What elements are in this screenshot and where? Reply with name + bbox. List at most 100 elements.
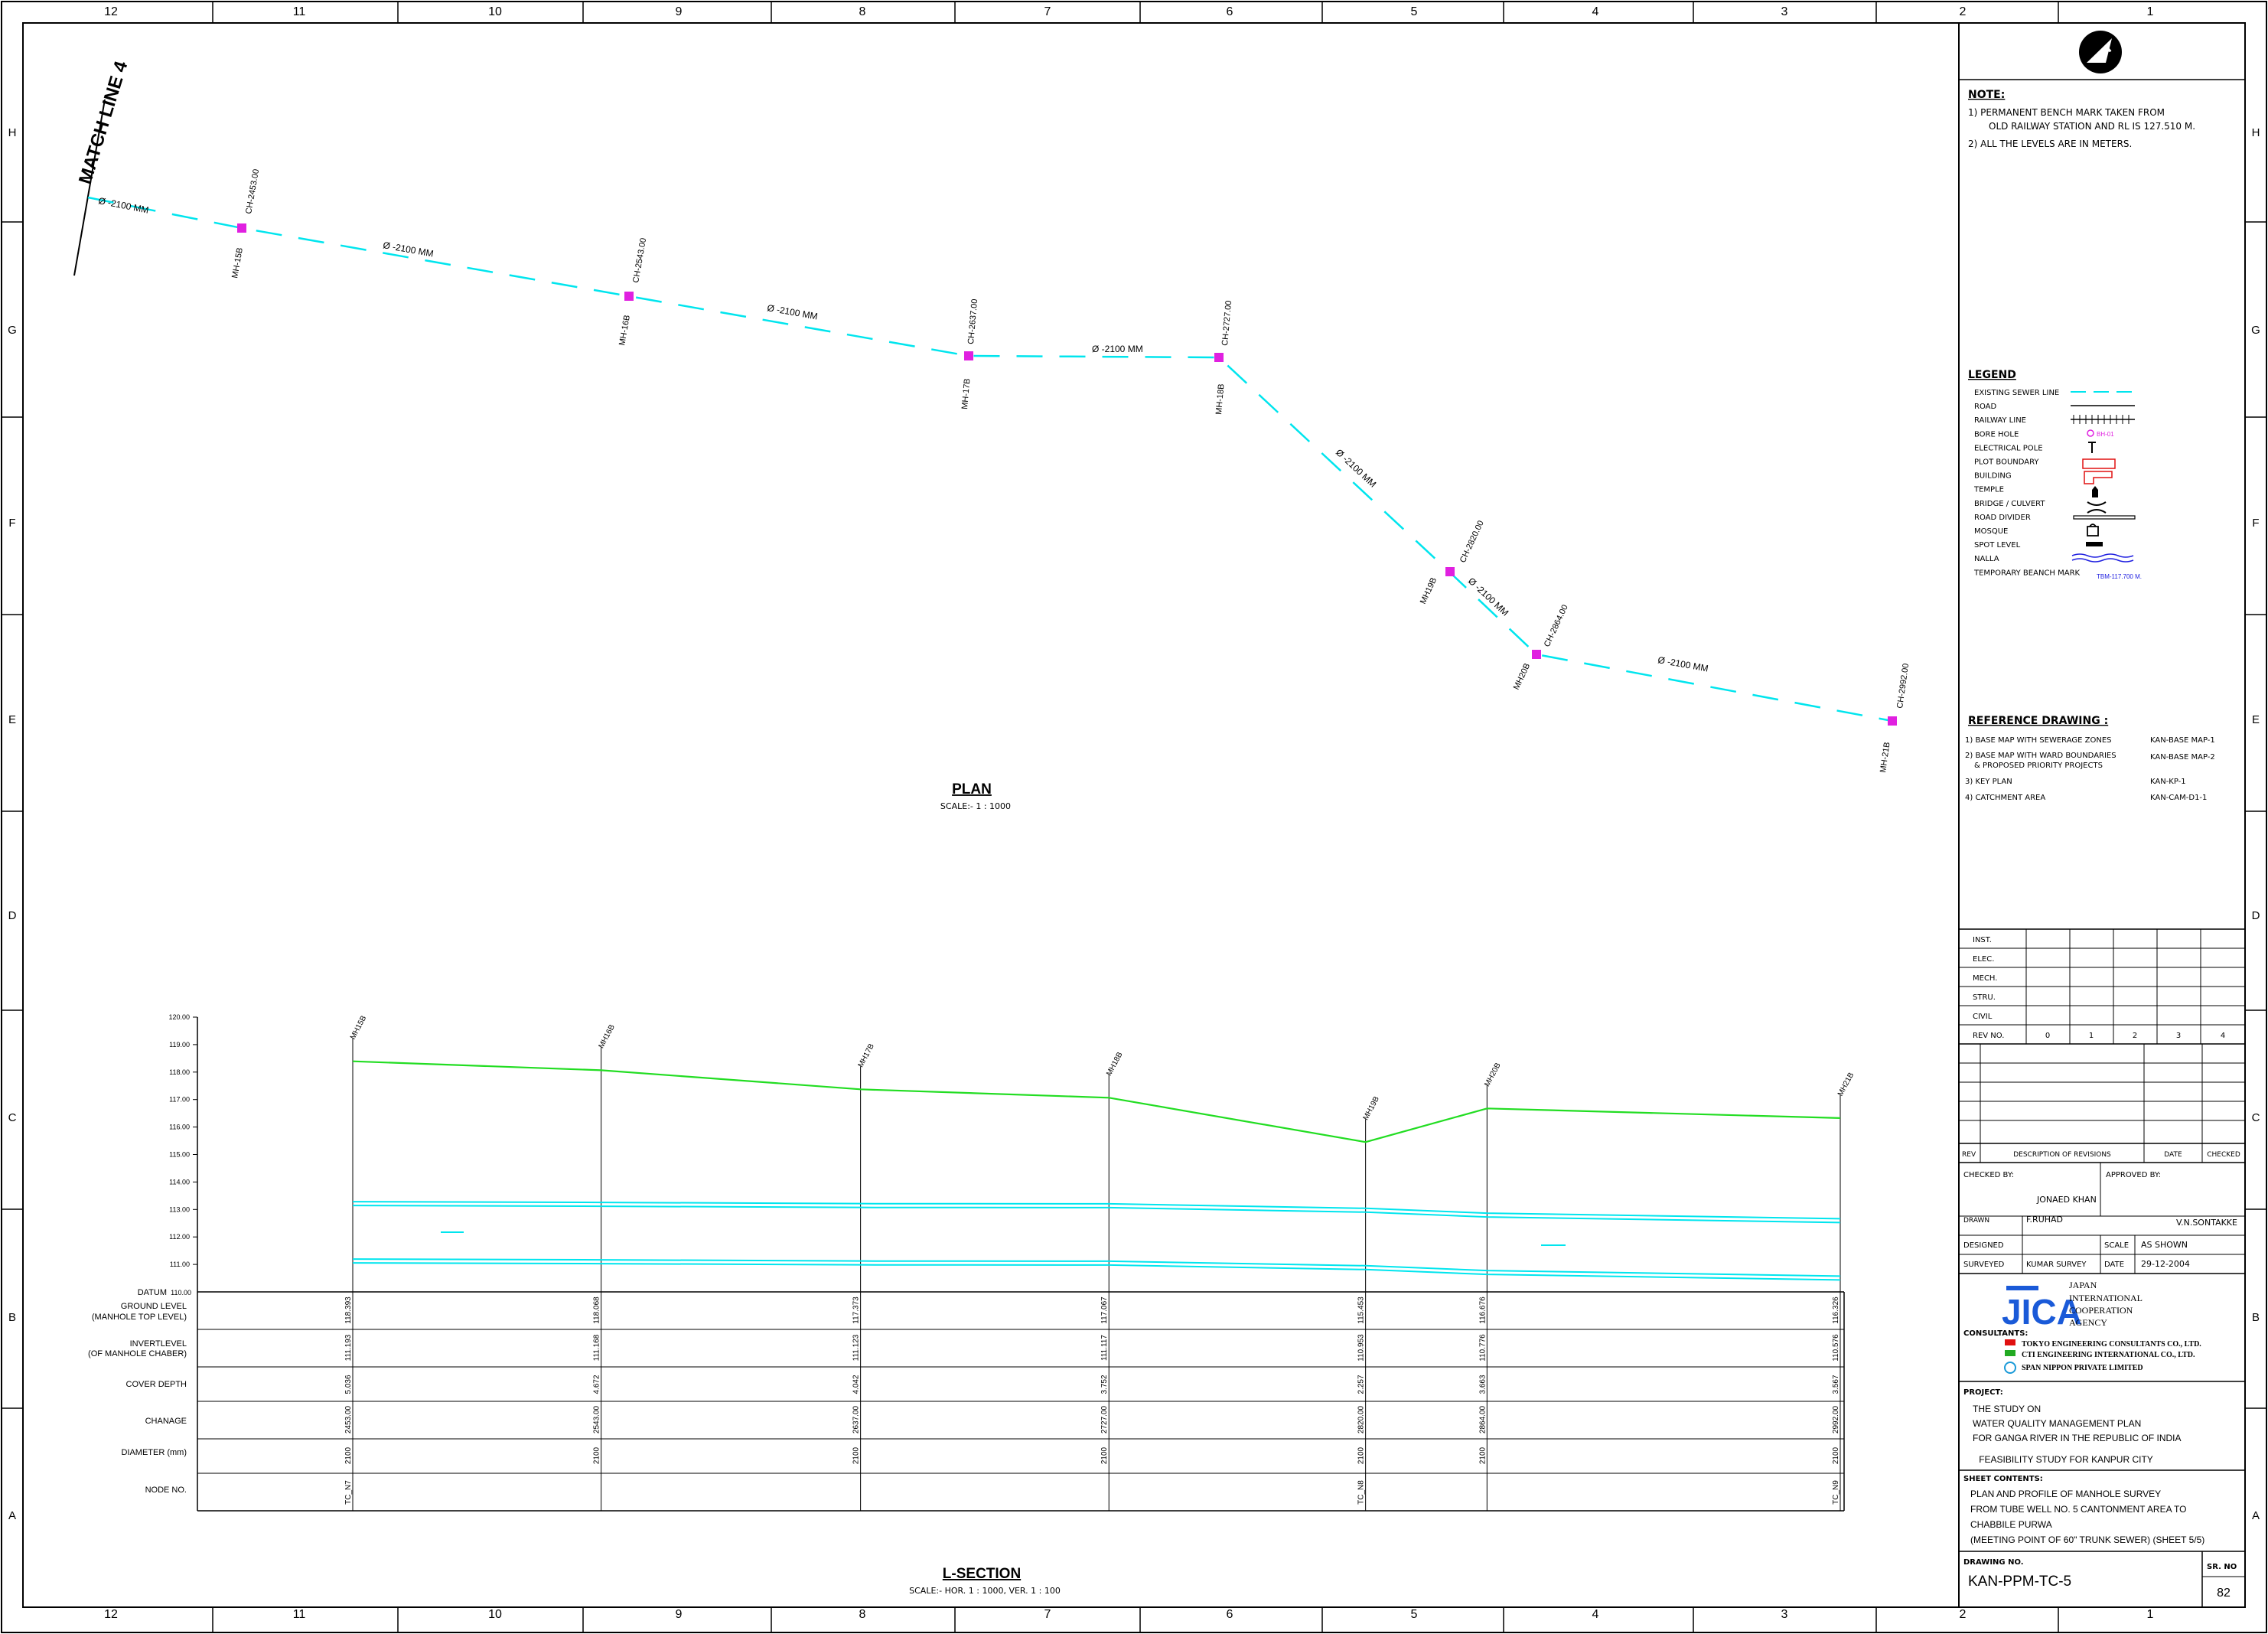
row-label-chainage: CHANAGE [145,1417,187,1426]
section-scale: SCALE:- HOR. 1 : 1000, VER. 1 : 100 [909,1586,1061,1596]
grid-row-label: C [2252,1111,2260,1124]
grid-row-label: C [8,1111,17,1124]
legend-item: BUILDING [1974,472,2012,481]
row-label-ground-sub: (MANHOLE TOP LEVEL) [92,1313,187,1322]
svg-text:MH-18B: MH-18B [1214,383,1226,415]
rev-no: 4 [2221,1032,2225,1040]
building-icon [2084,471,2113,484]
table-cell: 118.068 [593,1296,601,1324]
spot-level-icon [2086,542,2103,546]
note-line: OLD RAILWAY STATION AND RL IS 127.510 M. [1989,121,2195,132]
table-cell: 3.752 [1100,1375,1109,1394]
rev-no-label: REV NO. [1973,1032,2004,1040]
legend-item: BRIDGE / CULVERT [1974,500,2045,508]
signature-block: CHECKED BY: APPROVED BY: JONAED KHAN V.N… [1959,1163,2245,1274]
table-cell: 4.672 [593,1375,601,1394]
grid-column-label: 7 [1044,1608,1051,1621]
table-cell: 2864.00 [1478,1405,1487,1433]
notes-heading: NOTE: [1968,89,2005,101]
table-cell: 116.676 [1478,1296,1487,1324]
bridge-icon [2087,501,2107,514]
drawing-frame [22,22,2246,1608]
legend-heading: LEGEND [1968,369,2016,381]
grid-column-label: 2 [1960,5,1967,18]
rev-no: 1 [2089,1032,2094,1040]
section-y-ticks: 120.00 119.00 118.00 117.00 116.00 115.00 114.… [168,1013,197,1268]
reference-item: 4) CATCHMENT AREA [1965,794,2045,802]
table-cells: 118.393 111.193 5.036 2453.00 2100 TC_N7 118.0… [344,1296,1840,1505]
sheet-line: PLAN AND PROFILE OF MANHOLE SURVEY [1970,1489,2161,1499]
reference-item: 3) KEY PLAN [1965,778,2012,786]
table-cell: 116.326 [1832,1296,1840,1324]
grid-row-label: B [8,1311,16,1324]
table-cell: 2727.00 [1100,1405,1109,1433]
consultants-label: CONSULTANTS: [1963,1329,2028,1338]
table-cell: 118.393 [344,1296,353,1324]
legend-item: SPOT LEVEL [1974,541,2021,550]
table-cell: 2100 [344,1446,353,1464]
manhole: CH-2727.00 MH-18B [1214,300,1233,415]
table-cell: 2100 [852,1446,861,1464]
grid-column-label: 7 [1044,5,1051,18]
agency-line: AGENCY [2069,1317,2107,1328]
grid-column-label: 4 [1592,5,1599,18]
legend-symbols: BH-01 TBM-117.700 M. [2071,391,2142,580]
table-cell: 2543.00 [593,1405,601,1433]
svg-text:BH-01: BH-01 [2097,431,2114,438]
plot-boundary-icon [2082,458,2116,469]
approver-name: V.N.SONTAKKE [2176,1218,2237,1228]
table-cell: 3.567 [1832,1375,1840,1394]
y-tick-label: 119.00 [169,1041,190,1049]
table-cell: 2100 [1832,1446,1840,1464]
legend-item: PLOT BOUNDARY [1974,458,2039,467]
grid-row-label: G [8,324,17,337]
tec-logo-icon [2005,1339,2015,1345]
checked-header: CHECKED [2207,1151,2240,1159]
svg-text:MH-17B: MH-17B [960,378,972,409]
reference-item: 2) BASE MAP WITH WARD BOUNDARIES [1965,752,2116,760]
sewer-line [87,196,1893,722]
grid-row-markers: H H G G F F E E D D C C B B A A [2,126,2266,1522]
sheet-line: FROM TUBE WELL NO. 5 CANTONMENT AREA TO [1970,1504,2187,1515]
discipline-label: CIVIL [1973,1013,1993,1021]
legend-list: EXISTING SEWER LINE ROAD RAILWAY LINE BORE … [1973,389,2081,577]
svg-text:MH-21B: MH-21B [1879,742,1892,774]
reference-code: KAN-BASE MAP-2 [2150,753,2215,762]
note-line: 1) PERMANENT BENCH MARK TAKEN FROM [1968,107,2165,118]
jica-block: JICA JAPAN INTERNATIONAL COOPERATION AGE… [1959,1280,2245,1382]
y-tick-label: 120.00 [168,1013,190,1021]
grid-row-label: G [2251,324,2260,337]
mosque-icon [2087,523,2099,537]
tbm-tag: TBM-117.700 M. [2097,573,2142,580]
grid-column-label: 1 [2147,1608,2154,1621]
y-tick-label: 115.00 [169,1151,190,1159]
reference-item: 1) BASE MAP WITH SEWERAGE ZONES [1965,736,2112,745]
grid-row-label: H [2252,126,2260,139]
nalla-icon [2071,553,2134,563]
y-tick-label: 116.00 [169,1124,190,1131]
table-cell: 2.257 [1357,1375,1366,1394]
table-cell: 4.042 [852,1375,861,1394]
table-cell: 111.117 [1100,1335,1109,1361]
legend-item: TEMPORARY BEANCH MARK [1973,569,2081,577]
grid-column-label: 3 [1781,5,1788,18]
table-cell: 110.953 [1357,1334,1366,1362]
surveyed-label: SURVEYED [1963,1261,2005,1269]
grid-row-label: F [2252,517,2259,530]
jica-logo: JICA [2002,1286,2082,1332]
y-tick-label: 118.00 [169,1068,190,1076]
north-arrow-icon: N [2079,31,2122,73]
grid-column-label: 11 [293,1608,306,1621]
crown-line [352,1205,1841,1224]
consultant: TOKYO ENGINEERING CONSULTANTS CO., LTD. [2022,1340,2201,1349]
agency-line: COOPERATION [2069,1305,2133,1316]
row-label-ground: GROUND LEVEL [121,1302,187,1311]
reference-item: & PROPOSED PRIORITY PROJECTS [1974,762,2103,770]
date-value: 29-12-2004 [2141,1259,2190,1269]
grid-row-label: E [2252,713,2260,726]
grid-row-label: A [2252,1509,2260,1522]
table-cell: TC_N9 [1832,1480,1840,1505]
drawn-by: F.RUHAD [2026,1215,2063,1225]
discipline-grid: INST. ELEC. MECH. STRU. CIVIL REV NO. 0 … [1959,928,2245,1045]
svg-text:Ø -2100 MM: Ø -2100 MM [1092,344,1143,354]
